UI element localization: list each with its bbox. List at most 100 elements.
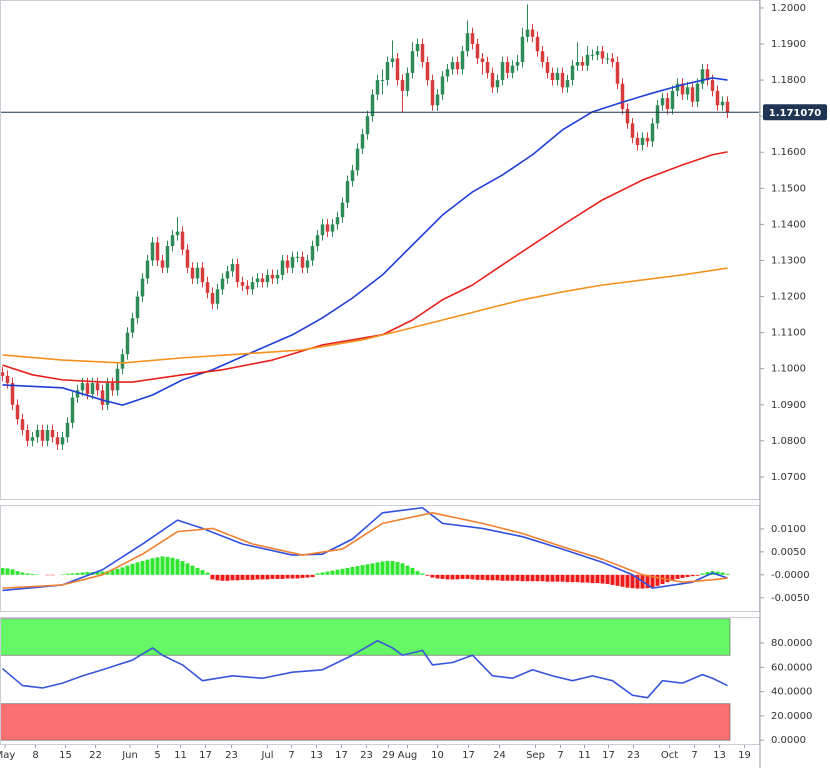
y-tick-label: 1.1900 (771, 39, 806, 50)
macd-histogram-bar (415, 571, 420, 575)
candle-body (45, 430, 50, 441)
macd-histogram-bar (520, 574, 525, 582)
x-tick-label: Aug (398, 750, 418, 761)
candle-body (70, 397, 75, 423)
candle-body (375, 80, 380, 95)
candle-body (605, 58, 610, 60)
candle-body (690, 87, 695, 102)
macd-histogram-bar (315, 573, 320, 575)
macd-histogram-bar (155, 557, 160, 575)
candle-body (470, 33, 475, 45)
candle-body (185, 249, 190, 268)
candle-body (425, 62, 430, 81)
y-tick-label: 1.1400 (771, 219, 806, 230)
candle-body (65, 422, 70, 438)
y-tick-label: 1.1800 (771, 75, 806, 86)
candle-body (630, 123, 635, 138)
macd-histogram-bar (515, 574, 520, 581)
macd-histogram-bar (250, 574, 255, 580)
macd-histogram-bar (115, 568, 120, 575)
macd-histogram-bar (400, 563, 405, 575)
candle-body (15, 404, 20, 420)
macd-histogram-bar (295, 574, 300, 579)
macd-histogram-bar (70, 573, 75, 575)
candle-body (90, 383, 95, 394)
candle-body (305, 260, 310, 268)
candle-body (580, 62, 585, 66)
macd-histogram-bar (555, 574, 560, 582)
macd-histogram-bar (550, 574, 555, 582)
x-tick-label: 13 (310, 750, 323, 761)
candle-body (270, 274, 275, 279)
x-tick-label: 23 (360, 750, 373, 761)
candle-body (615, 62, 620, 84)
candle-body (700, 69, 705, 84)
x-tick-label: Jun (121, 750, 138, 761)
candle-body (225, 271, 230, 279)
candle-body (625, 108, 630, 124)
candle-body (335, 217, 340, 225)
macd-histogram-bar (485, 574, 490, 581)
x-tick-label: 5 (154, 750, 160, 761)
candle-body (365, 116, 370, 135)
macd-histogram-bar (190, 565, 195, 575)
candle-body (165, 246, 170, 268)
x-tick-label: 7 (557, 750, 563, 761)
candle-body (660, 98, 665, 106)
candle-body (155, 242, 160, 261)
macd-histogram-bar (255, 574, 260, 580)
y-tick-label: -0.0050 (771, 593, 810, 604)
x-tick-label: 17 (602, 750, 615, 761)
candle-body (655, 105, 660, 124)
macd-histogram-bar (625, 574, 630, 588)
moving-average-line (2, 77, 728, 406)
candle-body (210, 292, 215, 304)
candle-body (510, 65, 515, 73)
candle-body (295, 256, 300, 258)
candle-body (525, 29, 530, 37)
y-tick-label: 1.1300 (771, 255, 806, 266)
candle-body (610, 58, 615, 63)
macd-histogram-bar (320, 572, 325, 575)
macd-histogram-bar (675, 574, 680, 579)
macd-histogram-bar (125, 565, 130, 575)
candle-body (420, 44, 425, 63)
macd-histogram-bar (540, 574, 545, 582)
macd-histogram-bar (665, 574, 670, 583)
macd-histogram-bar (395, 561, 400, 575)
macd-histogram-bar (195, 567, 200, 575)
candle-body (175, 231, 180, 236)
candle-body (230, 264, 235, 272)
macd-histogram-bar (95, 572, 100, 575)
macd-histogram-bar (300, 574, 305, 579)
last-price-box (763, 104, 827, 121)
macd-histogram-bar (575, 574, 580, 583)
macd-histogram-bar (75, 572, 80, 575)
candle-body (545, 62, 550, 73)
macd-histogram-bar (525, 574, 530, 582)
candle-body (140, 278, 145, 297)
macd-histogram-bar (10, 569, 15, 575)
candle-body (445, 69, 450, 77)
macd-histogram-bar (715, 571, 720, 575)
macd-line (2, 506, 728, 592)
candle-body (520, 36, 525, 63)
candle-body (670, 90, 675, 109)
macd-histogram-bar (420, 573, 425, 575)
macd-histogram-bar (685, 574, 690, 578)
macd-histogram-bar (120, 567, 125, 575)
candle-body (540, 51, 545, 63)
x-tick-label: 11 (174, 750, 187, 761)
candle-body (130, 318, 135, 333)
candle-body (595, 51, 600, 55)
candle-body (150, 242, 155, 261)
rsi-line (1, 639, 728, 699)
x-tick-label: Oct (661, 750, 678, 761)
macd-histogram-bar (165, 556, 170, 575)
y-tick-label: 1.0900 (771, 400, 806, 411)
candle-body (385, 62, 390, 81)
x-tick-label: 29 (382, 750, 395, 761)
candle-body (35, 430, 40, 438)
candle-body (5, 375, 10, 384)
x-tick-label: 19 (738, 750, 751, 761)
